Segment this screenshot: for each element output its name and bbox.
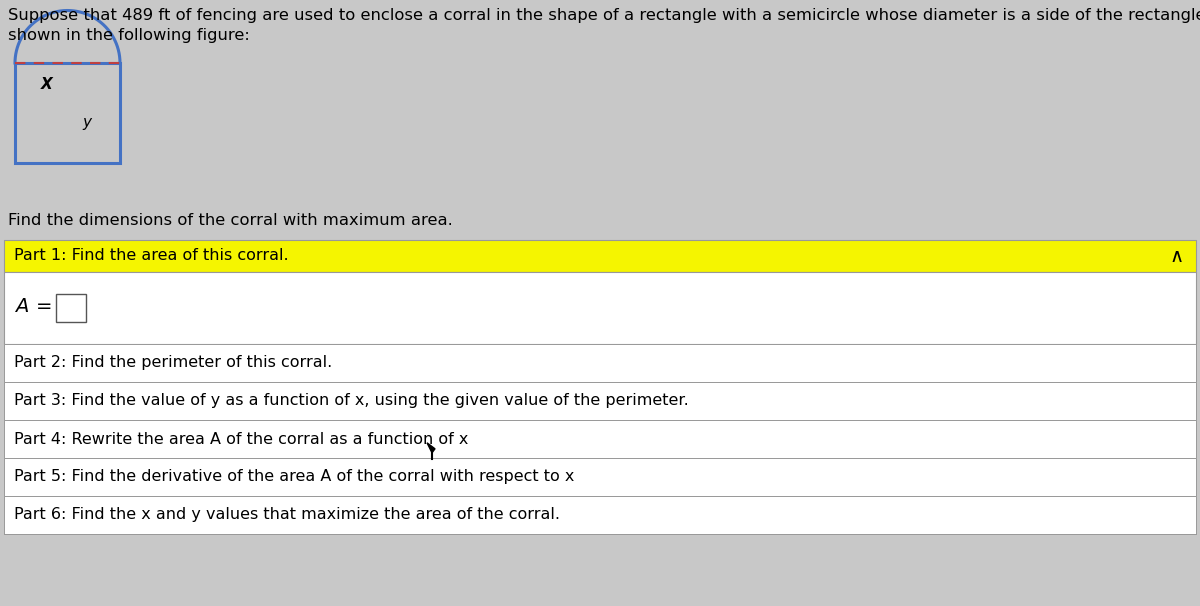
Text: Part 2: Find the perimeter of this corral.: Part 2: Find the perimeter of this corra… [14,356,332,370]
Text: y: y [82,116,91,130]
Text: Part 5: Find the derivative of the area A of the corral with respect to x: Part 5: Find the derivative of the area … [14,470,575,485]
Bar [4,458,1196,496]
Text: Suppose that 489 ft of fencing are used to enclose a corral in the shape of a re: Suppose that 489 ft of fencing are used … [8,8,1200,23]
Bar [4,240,1196,272]
Bar [56,294,86,322]
Bar [4,382,1196,420]
Bar [4,420,1196,458]
Polygon shape [427,443,436,453]
Text: $A\,=$: $A\,=$ [14,296,52,316]
Bar [4,272,1196,344]
Text: ∧: ∧ [1170,247,1184,265]
Text: X: X [41,77,53,92]
Text: shown in the following figure:: shown in the following figure: [8,28,250,43]
Text: Part 6: Find the x and y values that maximize the area of the corral.: Part 6: Find the x and y values that max… [14,507,560,522]
Bar [14,63,120,163]
Bar [4,344,1196,382]
Text: Part 4: Rewrite the area A of the corral as a function of x: Part 4: Rewrite the area A of the corral… [14,431,468,447]
Text: Part 1: Find the area of this corral.: Part 1: Find the area of this corral. [14,248,289,264]
Text: Part 3: Find the value of y as a function of x, using the given value of the per: Part 3: Find the value of y as a functio… [14,393,689,408]
Bar [4,496,1196,534]
Text: Find the dimensions of the corral with maximum area.: Find the dimensions of the corral with m… [8,213,452,228]
